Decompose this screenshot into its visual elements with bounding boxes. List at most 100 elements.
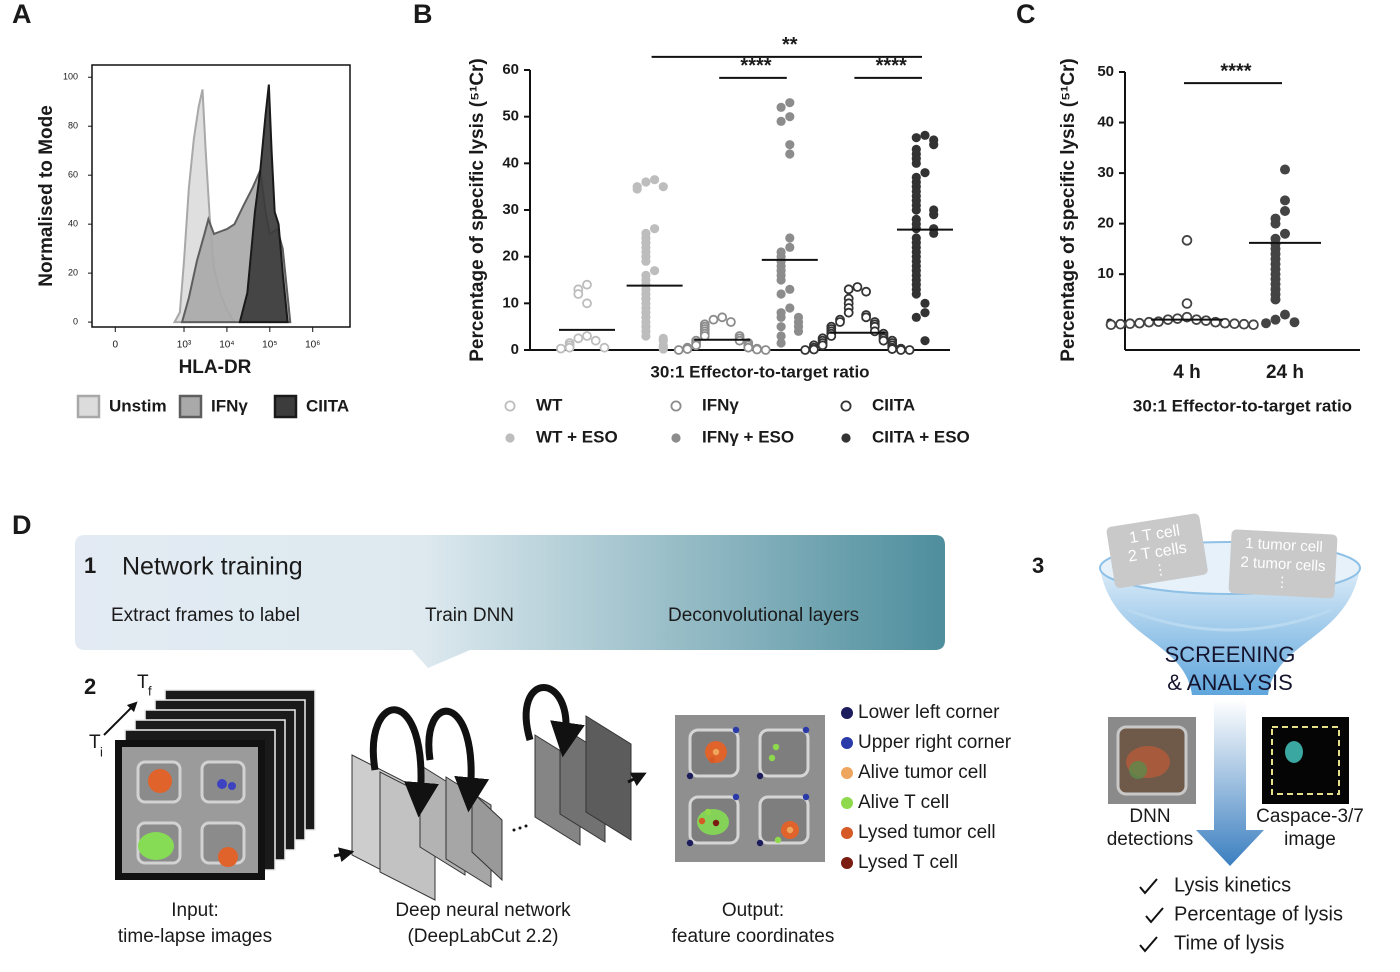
feature-dot: [756, 772, 764, 780]
skip-arc: [370, 706, 439, 818]
step-number: 2: [84, 674, 96, 699]
data-point: [743, 342, 754, 353]
layer: [471, 790, 503, 882]
panel-letter: D: [12, 510, 32, 540]
legend-label: IFNγ: [702, 395, 739, 414]
data-point: [673, 345, 684, 355]
output-arrow: [627, 772, 647, 787]
data-point: [887, 344, 898, 354]
data-point: [785, 140, 795, 150]
legend-marker: [841, 707, 853, 719]
y-tick-label: 40: [68, 219, 78, 229]
card-bg: [1228, 529, 1338, 599]
y-tick-label: 0: [73, 316, 78, 326]
data-point: [691, 340, 701, 351]
well: [758, 728, 810, 778]
legend-swatch: [76, 394, 101, 419]
data-point: [752, 344, 762, 355]
legend-marker: [841, 857, 853, 869]
y-tick-label: 80: [68, 121, 78, 131]
ellipsis: [518, 826, 522, 830]
legend-swatch: [273, 394, 298, 419]
feature-dot: [704, 808, 712, 816]
input-arrow: [333, 847, 355, 862]
cell-blob: [1129, 761, 1147, 779]
data-point: [861, 286, 871, 297]
data-point: [776, 102, 786, 112]
x-tick-label: 10⁵: [262, 340, 277, 351]
x-tick-label: 10⁴: [219, 340, 234, 351]
legend-marker: [840, 400, 852, 412]
legend-label: CIITA: [872, 395, 915, 414]
skip-arc: [425, 707, 490, 813]
x-axis-label: 30:1 Effector-to-target ratio: [1133, 396, 1352, 415]
funnel-label: & ANALYSIS: [1167, 670, 1293, 695]
data-point: [800, 345, 811, 355]
data-point: [776, 275, 786, 285]
data-point: [650, 224, 660, 234]
card-bg: [1106, 513, 1208, 589]
feature-dot: [712, 819, 720, 827]
layer: [585, 715, 632, 841]
ellipsis: [524, 824, 528, 828]
time-label: T: [137, 672, 149, 693]
data-point: [785, 149, 795, 159]
data-point: [785, 284, 795, 294]
data-point: [869, 326, 880, 337]
cell-blob: [138, 832, 174, 860]
feature-dot: [768, 754, 776, 762]
legend-marker: [841, 827, 853, 839]
x-axis-label: HLA-DR: [179, 357, 252, 378]
y-axis-label: Normalised to Mode: [36, 105, 57, 287]
data-point: [852, 282, 863, 292]
stage: Deconvolutional layers: [668, 605, 859, 626]
data-point: [785, 303, 795, 313]
significance-label: ****: [740, 55, 771, 77]
legend-marker: [670, 400, 682, 412]
data-point: [843, 307, 854, 318]
legend-label: WT: [536, 395, 563, 414]
y-tick-label: 30: [502, 201, 519, 218]
card-text: ⋮: [1275, 573, 1290, 590]
y-tick-label: 50: [1097, 63, 1114, 80]
data-point: [1153, 316, 1164, 327]
data-point: [573, 289, 584, 299]
data-point: [911, 158, 921, 168]
x-tick-label: 10⁶: [305, 340, 320, 351]
x-tick-label: 24 h: [1266, 362, 1304, 383]
data-point: [590, 335, 601, 346]
feature-dot: [712, 748, 720, 756]
card-text: 1 tumor cell: [1245, 535, 1323, 556]
data-point: [776, 289, 786, 299]
data-point: [904, 345, 915, 355]
time-sub: f: [148, 683, 152, 698]
y-tick-label: 40: [502, 154, 519, 171]
caption: detections: [1107, 829, 1194, 850]
data-point: [776, 331, 786, 341]
data-point: [785, 242, 795, 252]
data-point: [776, 322, 786, 332]
data-point: [632, 184, 642, 194]
data-point: [1229, 318, 1240, 330]
x-tick-label: 4 h: [1173, 362, 1200, 383]
data-point: [1280, 195, 1290, 206]
data-point: [911, 205, 921, 215]
cell-blob: [148, 769, 172, 793]
cell-blob: [218, 847, 238, 867]
banner: [75, 535, 945, 668]
data-point: [1248, 319, 1259, 331]
legend-marker: [841, 767, 853, 779]
data-point: [726, 317, 736, 327]
legend-label: Unstim: [109, 396, 167, 415]
feature-dot: [786, 826, 794, 834]
data-point: [717, 312, 728, 323]
data-point: [809, 344, 819, 355]
legend-label: Alive T cell: [858, 792, 949, 813]
legend-marker: [671, 433, 681, 443]
legend-label: Lysed T cell: [858, 852, 958, 873]
legend-marker: [841, 797, 853, 809]
y-tick-label: 100: [63, 72, 78, 82]
feature-dot: [774, 836, 782, 844]
check: [1139, 878, 1158, 895]
data-point: [929, 140, 939, 150]
